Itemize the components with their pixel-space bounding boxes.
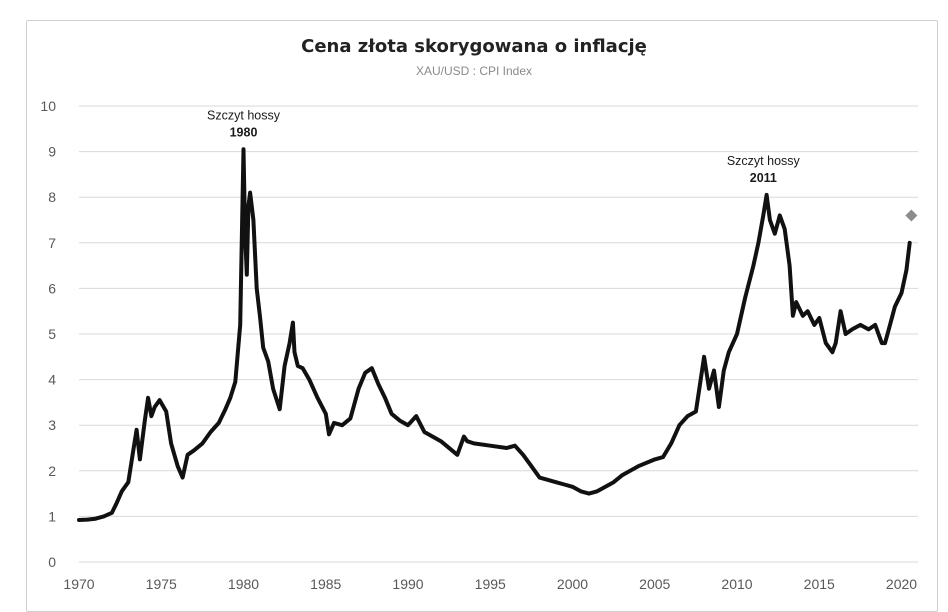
annotation-0-line1: Szczyt hossy (207, 108, 281, 122)
x-tick-label-1975: 1975 (146, 576, 177, 592)
y-tick-label-5: 5 (48, 326, 56, 342)
y-tick-label-10: 10 (40, 98, 56, 114)
y-tick-label-7: 7 (48, 235, 56, 251)
x-tick-label-1985: 1985 (310, 576, 341, 592)
chart-subtitle: XAU/USD : CPI Index (415, 64, 533, 78)
y-tick-label-1: 1 (48, 508, 56, 524)
x-tick-label-1980: 1980 (228, 576, 259, 592)
annotation-0-line2: 1980 (230, 125, 258, 139)
y-axis-ticks: 0 1 2 3 4 5 6 7 8 9 10 (40, 98, 56, 570)
y-tick-label-0: 0 (48, 554, 56, 570)
y-tick-label-4: 4 (48, 372, 56, 388)
chart-plot: 0 1 2 3 4 5 6 7 8 9 10 1970 1975 1980 1985 1990 1995 200… (40, 98, 918, 592)
x-tick-label-1970: 1970 (63, 576, 94, 592)
x-tick-label-2005: 2005 (639, 576, 670, 592)
x-tick-label-2010: 2010 (721, 576, 752, 592)
x-axis-ticks: 1970 1975 1980 1985 1990 1995 2000 2005 2010 2015… (63, 576, 917, 592)
latest-value-marker (905, 209, 918, 222)
annotations: Szczyt hossy 1980 Szczyt hossy 2011 (207, 108, 801, 185)
series-group (77, 147, 918, 522)
annotation-1-line1: Szczyt hossy (727, 154, 801, 168)
grid-lines (79, 105, 918, 563)
x-tick-label-2000: 2000 (557, 576, 588, 592)
x-tick-label-2020: 2020 (886, 576, 917, 592)
y-tick-label-9: 9 (48, 144, 56, 160)
y-tick-label-3: 3 (48, 417, 56, 433)
chart-frame (26, 20, 938, 612)
y-tick-label-6: 6 (48, 280, 56, 296)
x-tick-label-1990: 1990 (392, 576, 423, 592)
x-tick-label-2015: 2015 (804, 576, 835, 592)
y-tick-label-2: 2 (48, 463, 56, 479)
y-tick-label-8: 8 (48, 189, 56, 205)
annotation-1-line2: 2011 (750, 171, 777, 185)
x-tick-label-1995: 1995 (475, 576, 506, 592)
chart-title: Cena złota skorygowana o inflację (301, 36, 647, 57)
series-line-0 (77, 147, 912, 522)
